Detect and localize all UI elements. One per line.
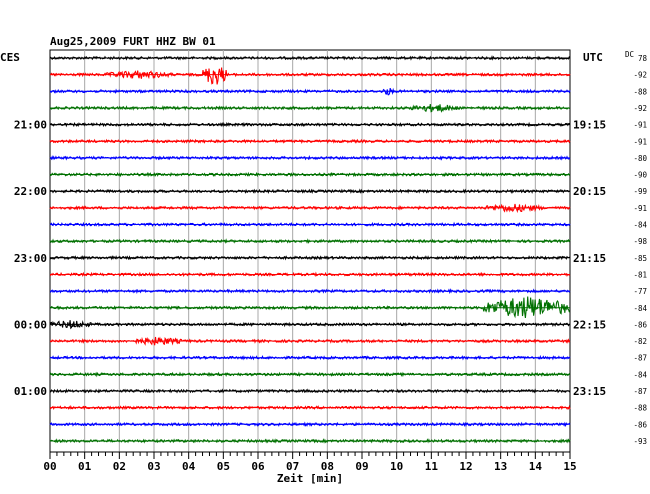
dc-offset-value: -91 xyxy=(633,204,647,213)
left-hour-label: 22:00 xyxy=(14,185,47,198)
left-hour-label: 23:00 xyxy=(14,252,47,265)
x-tick-label: 11 xyxy=(425,460,439,473)
dc-offset-value: -86 xyxy=(633,320,647,329)
x-tick-label: 00 xyxy=(43,460,56,473)
x-tick-label: 09 xyxy=(355,460,368,473)
left-hour-label: 21:00 xyxy=(14,119,47,132)
trace-line-18 xyxy=(49,354,571,361)
dc-offset-value: -81 xyxy=(633,270,647,279)
x-tick-label: 13 xyxy=(494,460,507,473)
right-timezone-label: UTC xyxy=(583,51,603,64)
right-hour-label: 20:15 xyxy=(573,185,606,198)
x-tick-label: 03 xyxy=(147,460,160,473)
left-hour-label: 00:00 xyxy=(14,318,47,331)
dc-offset-value: -86 xyxy=(633,420,647,429)
dc-offset-value: -92 xyxy=(633,71,647,80)
dc-offset-value: 78 xyxy=(638,54,648,63)
dc-offset-value: -91 xyxy=(633,137,647,146)
left-hour-label: 01:00 xyxy=(14,385,47,398)
x-tick-label: 06 xyxy=(251,460,265,473)
trace-line-1 xyxy=(50,67,571,85)
dc-offset-value: -99 xyxy=(633,187,647,196)
dc-offset-value: -91 xyxy=(633,121,647,130)
x-tick-label: 15 xyxy=(563,460,576,473)
dc-offset-value: -77 xyxy=(633,287,647,296)
trace-line-19 xyxy=(49,371,571,378)
x-tick-label: 05 xyxy=(217,460,230,473)
right-hour-label: 19:15 xyxy=(573,119,606,132)
right-hour-labels: 19:15 20:15 21:15 22:15 23:15 xyxy=(573,119,606,398)
x-tick-label: 07 xyxy=(286,460,299,473)
trace-line-20 xyxy=(49,388,571,394)
dc-offset-value: -92 xyxy=(633,104,647,113)
x-tick-label: 02 xyxy=(113,460,126,473)
dc-offset-value: -85 xyxy=(633,254,647,263)
dc-offset-value: -84 xyxy=(633,304,647,313)
dc-offset-value: -80 xyxy=(633,154,647,163)
x-axis: 00 01 02 03 04 05 06 07 08 09 10 11 12 13 14 15 xyxy=(43,451,577,473)
dc-offset-value: -82 xyxy=(633,337,647,346)
x-tick-label: 04 xyxy=(182,460,196,473)
dc-offset-value: -87 xyxy=(633,354,647,363)
x-tick-label: 12 xyxy=(459,460,472,473)
chart-title: Aug25,2009 FURT HHZ BW 01 xyxy=(50,35,216,48)
right-hour-label: 23:15 xyxy=(573,385,606,398)
trace-line-15 xyxy=(50,296,571,319)
x-tick-label: 01 xyxy=(78,460,92,473)
dc-offset-value: -90 xyxy=(633,171,647,180)
dc-offset-value: -88 xyxy=(633,87,647,96)
dc-offset-value: -93 xyxy=(633,437,647,446)
dc-offset-labels: 78 -92 -88 -92 -91 -91 -80 -90 -99 -91 -84 -98 -85 -8… xyxy=(633,54,647,446)
x-tick-label: 14 xyxy=(529,460,543,473)
x-axis-label: Zeit [min] xyxy=(277,472,343,485)
dc-offset-value: -84 xyxy=(633,370,647,379)
right-hour-label: 22:15 xyxy=(573,318,606,331)
dc-offset-value: -87 xyxy=(633,387,647,396)
dc-offset-value: -98 xyxy=(633,237,647,246)
x-tick-label: 10 xyxy=(390,460,403,473)
minute-gridlines xyxy=(49,49,571,453)
left-timezone-label: CES xyxy=(0,51,20,64)
left-hour-labels: 21:00 22:00 23:00 00:00 01:00 xyxy=(14,119,47,398)
dc-label: DC xyxy=(625,50,634,59)
dc-offset-value: -88 xyxy=(633,404,647,413)
trace-group xyxy=(49,54,571,444)
dc-offset-value: -84 xyxy=(633,221,647,230)
right-hour-label: 21:15 xyxy=(573,252,606,265)
x-tick-label: 08 xyxy=(321,460,334,473)
